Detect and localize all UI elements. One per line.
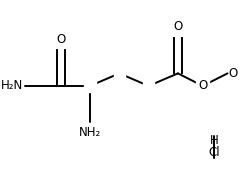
- Text: O: O: [173, 20, 182, 33]
- Polygon shape: [196, 80, 209, 92]
- Polygon shape: [114, 67, 125, 80]
- Polygon shape: [84, 80, 96, 92]
- Text: NH₂: NH₂: [79, 126, 101, 139]
- Text: H₂N: H₂N: [1, 79, 24, 92]
- Text: O: O: [229, 67, 238, 80]
- Text: H: H: [210, 134, 218, 147]
- Text: O: O: [198, 79, 207, 92]
- Text: Cl: Cl: [208, 146, 220, 159]
- Text: O: O: [56, 33, 65, 46]
- Polygon shape: [143, 80, 154, 92]
